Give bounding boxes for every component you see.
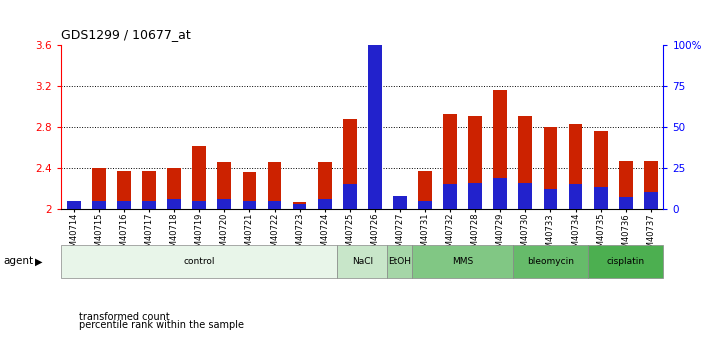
Text: ▶: ▶: [35, 256, 42, 266]
Bar: [493, 90, 507, 209]
Text: agent: agent: [4, 256, 34, 266]
Bar: [412, 245, 513, 278]
Bar: [418, 200, 432, 209]
Bar: [393, 196, 407, 209]
Bar: [142, 200, 156, 209]
Text: control: control: [184, 257, 215, 266]
Bar: [267, 200, 281, 209]
Bar: [569, 184, 583, 209]
Bar: [493, 178, 507, 209]
Bar: [468, 183, 482, 209]
Bar: [117, 200, 131, 209]
Text: EtOH: EtOH: [389, 257, 412, 266]
Bar: [92, 200, 106, 209]
Bar: [368, 48, 381, 209]
Text: NaCl: NaCl: [352, 257, 373, 266]
Bar: [193, 146, 206, 209]
Bar: [343, 119, 357, 209]
Bar: [67, 200, 81, 209]
Bar: [267, 161, 281, 209]
Bar: [67, 203, 81, 209]
Bar: [167, 199, 181, 209]
Bar: [588, 245, 663, 278]
Bar: [387, 245, 412, 278]
Bar: [293, 201, 306, 209]
Bar: [443, 115, 457, 209]
Bar: [544, 189, 557, 209]
Text: bleomycin: bleomycin: [527, 257, 574, 266]
Bar: [569, 124, 583, 209]
Bar: [518, 183, 532, 209]
Bar: [318, 199, 332, 209]
Bar: [293, 204, 306, 209]
Bar: [242, 200, 257, 209]
Bar: [218, 161, 231, 209]
Bar: [518, 116, 532, 209]
Text: cisplatin: cisplatin: [606, 257, 645, 266]
Bar: [644, 160, 658, 209]
Bar: [167, 168, 181, 209]
Text: percentile rank within the sample: percentile rank within the sample: [79, 320, 244, 330]
Bar: [343, 184, 357, 209]
Bar: [593, 131, 608, 209]
Bar: [368, 45, 381, 209]
Bar: [218, 199, 231, 209]
Bar: [468, 116, 482, 209]
Bar: [418, 171, 432, 209]
Bar: [337, 245, 387, 278]
Bar: [544, 127, 557, 209]
Bar: [619, 160, 632, 209]
Bar: [644, 192, 658, 209]
Bar: [619, 197, 632, 209]
Bar: [193, 200, 206, 209]
Bar: [117, 171, 131, 209]
Bar: [393, 198, 407, 209]
Text: transformed count: transformed count: [79, 312, 170, 322]
Text: MMS: MMS: [452, 257, 473, 266]
Bar: [92, 168, 106, 209]
Bar: [513, 245, 588, 278]
Bar: [593, 187, 608, 209]
Bar: [318, 161, 332, 209]
Bar: [443, 184, 457, 209]
Bar: [142, 171, 156, 209]
Bar: [242, 172, 257, 209]
Bar: [61, 245, 337, 278]
Text: GDS1299 / 10677_at: GDS1299 / 10677_at: [61, 28, 191, 41]
